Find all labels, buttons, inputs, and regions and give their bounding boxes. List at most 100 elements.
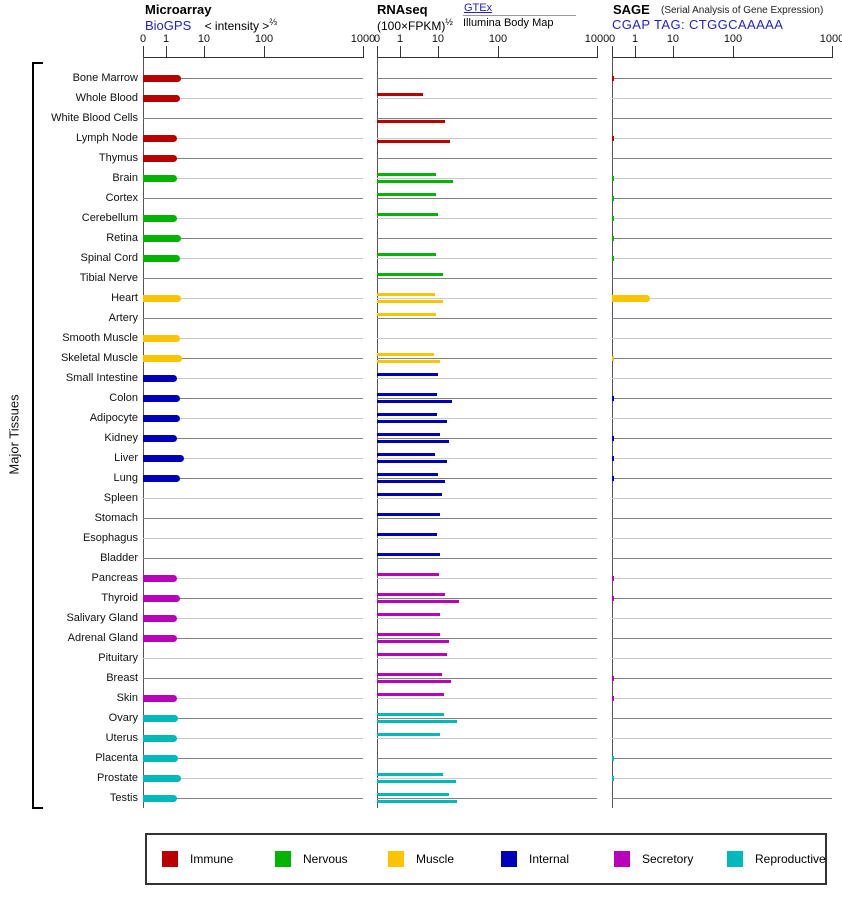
rnaseq-metric-exponent: ½ [445, 17, 453, 27]
rnaseq-gtex-bar [377, 573, 440, 576]
tissue-row-line [612, 578, 832, 579]
rnaseq-illumina-bar [377, 720, 458, 723]
tissue-row-label: Breast [106, 672, 138, 684]
microarray-bar [143, 735, 177, 742]
sage-subtitle: (Serial Analysis of Gene Expression) [661, 5, 824, 16]
x-axis-tick-label: 1000 [584, 33, 610, 45]
tissue-row-label: Salivary Gland [66, 612, 138, 624]
rnaseq-gtex-bar [377, 773, 443, 776]
tissue-row-line [612, 218, 832, 219]
microarray-bar [143, 155, 178, 162]
tissue-row-line [612, 438, 832, 439]
tissue-row-line [143, 318, 363, 319]
tissue-row-line [377, 378, 597, 379]
tissue-row-line [612, 238, 832, 239]
x-axis-tick [597, 46, 598, 57]
sage-marker [612, 236, 614, 241]
sage-tag-label: TAG: CTGGCAAAAA [654, 17, 784, 32]
rnaseq-gtex-bar [377, 493, 442, 496]
rnaseq-illumina-bar [377, 480, 445, 483]
tissue-row-label: Spinal Cord [80, 252, 138, 264]
gtex-link[interactable]: GTEx [464, 2, 493, 14]
tissue-row-label: White Blood Cells [51, 112, 138, 124]
microarray-bar [143, 255, 180, 262]
tissue-row-line [143, 118, 363, 119]
x-axis-tick [672, 46, 674, 57]
tissue-row-line [377, 538, 597, 539]
tissue-row-line [143, 618, 363, 619]
microarray-bar [143, 475, 181, 482]
rnaseq-illumina-bar [377, 120, 445, 123]
tissue-row-label: Cortex [105, 192, 138, 204]
tissue-row-line [143, 98, 363, 99]
bracket-top-arm [32, 62, 43, 64]
x-axis-tick-label: 10 [666, 33, 680, 45]
tissue-row-label: Small Intestine [65, 372, 138, 384]
tissue-row-line [143, 398, 363, 399]
tissue-row-line [612, 538, 832, 539]
tissue-row-line [143, 718, 363, 719]
microarray-bar [143, 175, 177, 182]
biogps-link[interactable]: BioGPS [145, 18, 192, 33]
x-axis-tick [166, 46, 168, 57]
x-axis-tick [400, 46, 402, 57]
tissue-row-line [612, 378, 832, 379]
tissue-row-label: Uterus [105, 732, 138, 744]
x-axis-tick-label: 10 [197, 33, 211, 45]
tissue-row-line [377, 458, 597, 459]
tissue-row-line [612, 758, 832, 759]
rnaseq-gtex-bar [377, 393, 438, 396]
rnaseq-illumina-bar [377, 140, 451, 143]
sage-marker [612, 456, 614, 461]
tissue-row-line [377, 198, 597, 199]
tissue-row-line [612, 798, 832, 799]
microarray-bar [143, 775, 182, 782]
tissue-row-line [377, 718, 597, 719]
tissue-row-line [143, 378, 363, 379]
tissue-row-line [377, 778, 597, 779]
microarray-bar [143, 335, 180, 342]
sage-marker [612, 476, 614, 481]
tissue-row-line [143, 138, 363, 139]
tissue-row-line [612, 518, 832, 519]
sage-marker [612, 136, 614, 141]
microarray-bar [143, 635, 178, 642]
x-axis-tick-label: 10 [431, 33, 445, 45]
tissue-row-line [377, 338, 597, 339]
sage-marker [612, 776, 614, 781]
tissue-row-line [143, 158, 363, 159]
x-axis-tick [612, 46, 613, 57]
microarray-bar [143, 795, 177, 802]
legend: Immune Nervous Muscle Internal Secretory Repr… [145, 833, 827, 885]
tissue-row-line [377, 298, 597, 299]
tissue-row-line [377, 578, 597, 579]
tissue-row-label: Colon [109, 392, 138, 404]
tissue-row-label: Thymus [98, 152, 138, 164]
tissue-row-line [377, 78, 597, 79]
tissue-row-line [612, 778, 832, 779]
tissue-row-line [612, 558, 832, 559]
tissue-row-line [143, 218, 363, 219]
x-axis-line [143, 57, 364, 58]
rnaseq-gtex-bar [377, 533, 438, 536]
tissue-row-line [612, 678, 832, 679]
tissue-row-line [377, 498, 597, 499]
rnaseq-gtex-bar [377, 293, 436, 296]
x-axis-tick-label: 1 [163, 33, 170, 45]
tissue-row-line [612, 338, 832, 339]
cgap-link[interactable]: CGAP [612, 17, 651, 32]
tissue-row-line [377, 418, 597, 419]
tissue-row-line [143, 238, 363, 239]
rnaseq-illumina-bar [377, 360, 441, 363]
tissue-row-label: Pituitary [98, 652, 138, 664]
microarray-bar [143, 215, 178, 222]
tissue-row-line [612, 458, 832, 459]
tissue-row-line [612, 318, 832, 319]
rnaseq-gtex-bar [377, 193, 437, 196]
x-axis-tick [733, 46, 734, 57]
tissue-row-line [377, 678, 597, 679]
tissue-row-line [143, 598, 363, 599]
microarray-bar [143, 575, 177, 582]
microarray-bar [143, 695, 177, 702]
